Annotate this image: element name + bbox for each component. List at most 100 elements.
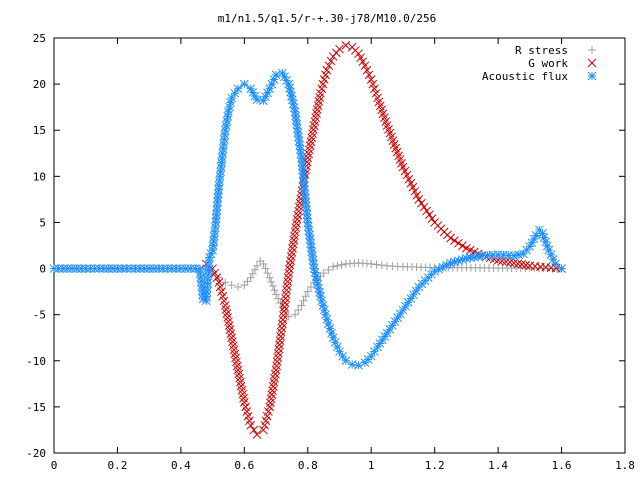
x-tick-label: 1.8: [615, 459, 635, 472]
data-point: [94, 264, 104, 273]
data-point: [249, 425, 259, 435]
y-tick-label: -10: [26, 355, 46, 368]
data-point: [265, 273, 274, 282]
data-point: [324, 61, 334, 71]
data-point: [422, 206, 432, 216]
data-point: [299, 296, 308, 305]
data-point: [214, 185, 223, 195]
data-point: [372, 260, 381, 269]
data-point: [370, 347, 379, 356]
data-point: [122, 264, 131, 273]
data-point: [279, 306, 289, 316]
data-point: [427, 214, 437, 223]
legend-label: R stress: [515, 44, 568, 57]
data-point: [282, 285, 291, 295]
data-point: [450, 236, 459, 246]
data-point: [296, 149, 306, 159]
data-point: [341, 356, 351, 366]
data-point: [368, 79, 378, 89]
data-point: [263, 88, 272, 98]
x-tick-label: 1.6: [552, 459, 572, 472]
data-point: [305, 230, 314, 240]
data-point: [233, 84, 243, 94]
data-point: [301, 292, 310, 301]
data-point: [211, 218, 221, 227]
data-point: [275, 340, 284, 350]
data-point: [268, 282, 277, 291]
data-point: [306, 243, 316, 252]
data-point: [286, 252, 296, 261]
data-point: [259, 96, 268, 106]
data-point: [294, 132, 303, 142]
data-point: [298, 165, 307, 175]
legend-marker: [588, 46, 596, 54]
data-point: [364, 70, 374, 80]
data-point: [308, 251, 317, 261]
data-point: [333, 342, 342, 352]
data-point: [337, 260, 346, 269]
y-tick-label: -20: [26, 447, 46, 460]
data-point: [281, 294, 290, 303]
data-point: [272, 357, 282, 366]
data-point: [308, 255, 318, 265]
data-point: [289, 235, 299, 245]
data-point: [442, 260, 451, 270]
data-point: [261, 92, 270, 102]
data-point: [303, 214, 312, 223]
y-tick-label: 0: [39, 263, 46, 276]
data-point: [131, 264, 140, 273]
data-point: [284, 268, 294, 278]
legend-marker: [587, 58, 597, 68]
legend-label: G work: [528, 57, 568, 70]
data-point: [271, 70, 281, 80]
y-tick-label: -15: [26, 401, 46, 414]
x-tick-label: 0.6: [234, 459, 254, 472]
data-point: [291, 111, 301, 121]
data-point: [360, 61, 370, 71]
data-point: [272, 290, 281, 299]
data-point: [304, 226, 314, 236]
data-point: [233, 283, 242, 291]
data-point: [261, 264, 270, 273]
data-point: [414, 195, 424, 204]
series-r-stress: [50, 257, 566, 321]
data-series: [49, 41, 566, 439]
data-point: [294, 136, 304, 146]
data-point: [274, 348, 283, 358]
data-point: [356, 53, 366, 63]
data-point: [557, 264, 566, 273]
data-point: [279, 311, 288, 320]
data-point: [317, 296, 327, 306]
data-point: [246, 273, 255, 282]
data-point: [227, 281, 236, 290]
data-point: [329, 262, 338, 271]
data-point: [212, 201, 222, 211]
data-point: [338, 351, 348, 361]
data-point: [283, 273, 293, 282]
data-point: [295, 140, 305, 150]
data-point: [319, 269, 328, 278]
x-axis: 0 0.2 0.4 0.6 0.8 1 1.2 1.4 1.6 1.8: [51, 38, 635, 472]
data-point: [270, 286, 279, 295]
data-point: [276, 327, 286, 337]
data-point: [303, 287, 312, 296]
data-point: [335, 44, 344, 54]
data-point: [85, 264, 95, 273]
data-point: [303, 218, 313, 227]
data-point: [219, 139, 229, 149]
data-point: [309, 260, 318, 269]
data-point: [419, 202, 429, 212]
data-point: [243, 277, 252, 286]
data-point: [297, 301, 306, 310]
x-tick-label: 1: [368, 459, 375, 472]
data-point: [274, 344, 284, 354]
data-point: [167, 264, 177, 273]
data-point: [291, 115, 301, 125]
data-point: [370, 84, 379, 94]
data-point: [213, 193, 223, 203]
data-point: [281, 289, 291, 299]
y-tick-label: 5: [39, 216, 46, 229]
data-point: [306, 239, 316, 248]
data-point: [275, 336, 285, 346]
